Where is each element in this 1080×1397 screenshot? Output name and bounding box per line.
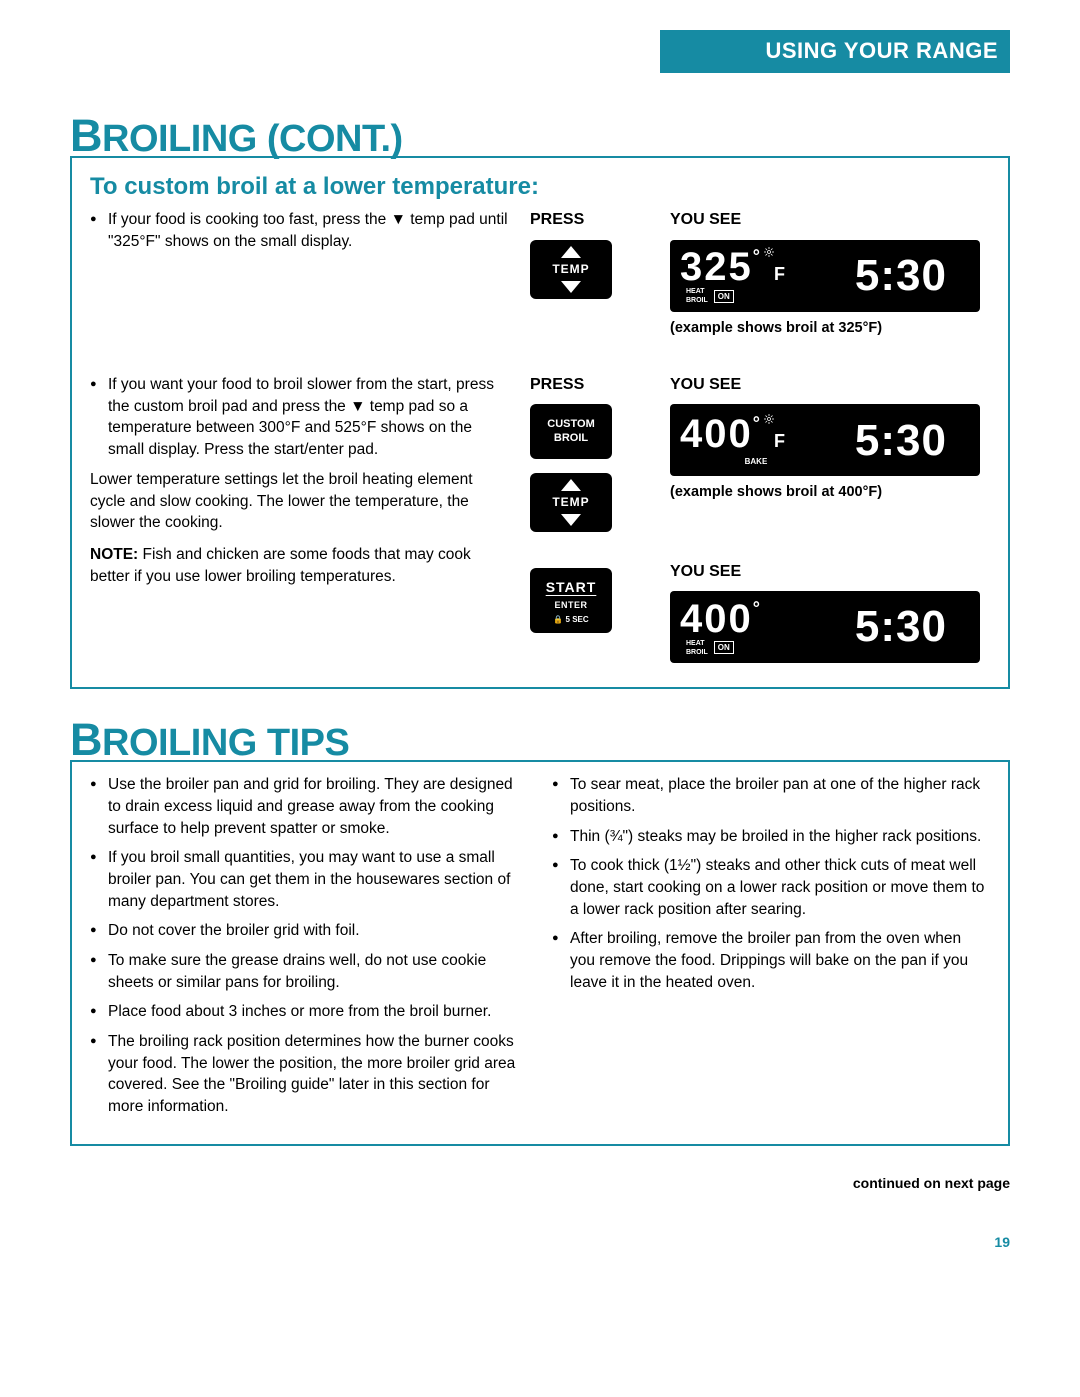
page-number: 19 [994, 1233, 1010, 1253]
triangle-up-icon [561, 246, 581, 258]
section-title-broiling-cont: BROILING (CONT.) [70, 113, 1010, 158]
bullet-text: If your food is cooking too fast, press … [90, 209, 510, 252]
caption-400: (example shows broil at 400°F) [670, 482, 990, 502]
section-title-broiling-tips: BROILING TIPS [70, 717, 1010, 762]
yousee-label: YOU SEE [670, 209, 990, 231]
triangle-down-icon [561, 514, 581, 526]
lock-label: 🔒 5 SEC [530, 614, 612, 625]
custom-broil-button: CUSTOM BROIL [530, 404, 612, 458]
yousee-label: YOU SEE [670, 374, 990, 396]
display-325: 325°F HEATBROIL ON 5:30 [670, 240, 980, 312]
tip-item: The broiling rack position determines ho… [90, 1031, 528, 1118]
enter-label: ENTER [530, 599, 612, 612]
tip-item: Do not cover the broiler grid with foil. [90, 920, 528, 942]
row-1: If your food is cooking too fast, press … [90, 209, 990, 356]
triangle-up-icon [561, 479, 581, 491]
custom-broil-label-2: BROIL [530, 432, 612, 445]
footer: continued on next page [70, 1174, 1010, 1194]
caption-325: (example shows broil at 325°F) [670, 318, 990, 338]
tip-item: To sear meat, place the broiler pan at o… [552, 774, 990, 817]
press-label: PRESS [530, 209, 650, 231]
temp-button-label: TEMP [530, 494, 612, 511]
start-label: START [530, 578, 612, 598]
tip-item: To make sure the grease drains well, do … [90, 950, 528, 993]
yousee-label-2: YOU SEE [670, 561, 990, 583]
display-400-bake: 400°F BAKE 5:30 [670, 404, 980, 476]
tip-item: Thin (¾") steaks may be broiled in the h… [552, 826, 990, 848]
temp-button: TEMP [530, 240, 612, 299]
lower-temp-para: Lower temperature settings let the broil… [90, 469, 510, 534]
note-para: NOTE: Fish and chicken are some foods th… [90, 544, 510, 587]
triangle-down-icon [561, 281, 581, 293]
broiling-tips-box: Use the broiler pan and grid for broilin… [70, 760, 1010, 1146]
display-400-broil: 400° HEATBROIL ON 5:30 [670, 591, 980, 663]
tip-item: Use the broiler pan and grid for broilin… [90, 774, 528, 839]
broiling-cont-box: To custom broil at a lower temperature: … [70, 156, 1010, 689]
custom-broil-subhead: To custom broil at a lower temperature: [90, 170, 990, 204]
tip-item: To cook thick (1½") steaks and other thi… [552, 855, 990, 920]
tip-item: Place food about 3 inches or more from t… [90, 1001, 528, 1023]
header-bar: USING YOUR RANGE [660, 30, 1010, 73]
bullet-text: If you want your food to broil slower fr… [90, 374, 510, 461]
temp-button: TEMP [530, 473, 612, 532]
continued-label: continued on next page [853, 1174, 1010, 1194]
custom-broil-label-1: CUSTOM [530, 418, 612, 431]
tip-item: After broiling, remove the broiler pan f… [552, 928, 990, 993]
start-enter-button: START ENTER 🔒 5 SEC [530, 568, 612, 633]
press-label: PRESS [530, 374, 650, 396]
temp-button-label: TEMP [530, 261, 612, 278]
tip-item: If you broil small quantities, you may w… [90, 847, 528, 912]
row-2: If you want your food to broil slower fr… [90, 374, 990, 669]
